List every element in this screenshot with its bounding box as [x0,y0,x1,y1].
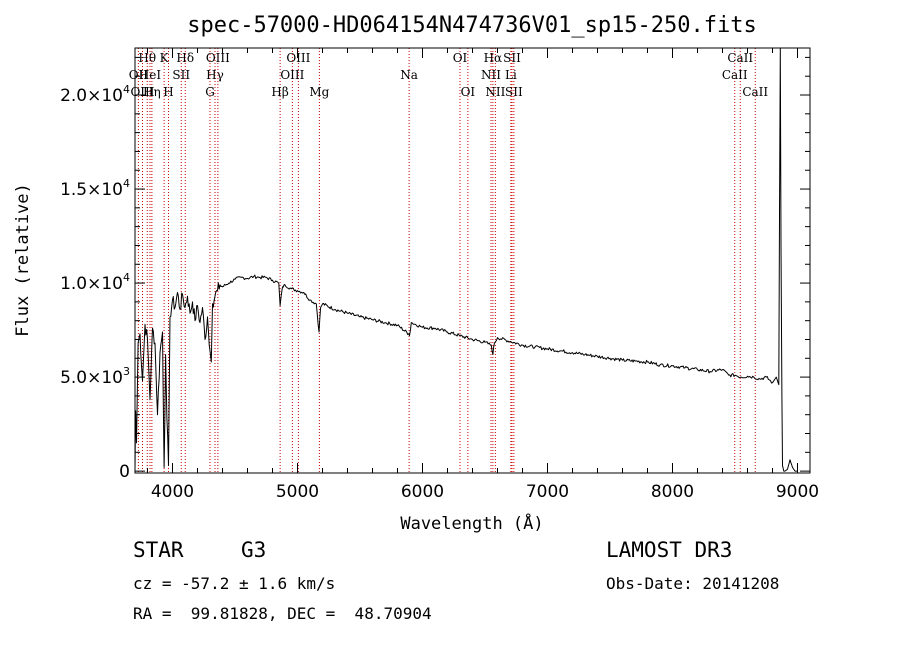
spectral-line-markers [137,48,756,473]
line-label-10: Hγ [206,68,224,82]
y-tick-exponent-4: 4 [123,83,130,96]
y-tick-exponent-3: 4 [123,177,130,190]
chart-title: spec-57000-HD064154N474736V01_sp15-250.f… [187,13,757,38]
line-label-4: Hη [143,85,161,99]
y-tick-label-4: 2.0×104 [60,83,130,106]
x-axis-ticks: 4000 5000 6000 7000 8000 9000 [147,48,819,502]
line-label-24: SII [505,85,523,99]
line-label-22: Li [505,68,517,82]
y-axis-label: Flux (relative) [13,183,33,337]
x-axis-label: Wavelength (Å) [400,512,543,534]
line-label-13: OIII [286,51,310,65]
coordinates: RA = 99.81828, DEC = 48.70904 [133,604,432,623]
line-label-21: NII [481,68,501,82]
y-tick-mantissa-2: 1.0×10 [60,274,123,294]
line-label-14: OIII [280,68,304,82]
observation-date: Obs-Date: 20141208 [606,574,780,593]
object-subclass: G3 [241,538,267,562]
line-label-0: Hθ [138,51,156,65]
x-tick-label-0: 4000 [151,482,194,502]
line-label-26: CaII [722,68,748,82]
plot-series [134,47,798,472]
line-label-17: OI [453,51,468,65]
y-tick-exponent-2: 4 [123,271,130,284]
y-tick-label-1: 5.0×103 [60,365,130,388]
line-label-9: OIII [206,51,230,65]
x-tick-label-5: 9000 [776,482,819,502]
line-label-25: CaII [727,51,753,65]
y-tick-mantissa-4: 2.0×10 [60,86,123,106]
line-label-12: Hβ [271,85,288,99]
line-label-1: OII [129,68,149,82]
line-label-23: NII [485,85,505,99]
line-label-18: OI [461,85,476,99]
x-tick-label-2: 6000 [401,482,444,502]
line-label-2: HeI [139,68,162,82]
spectrum-line-0 [134,47,798,472]
line-label-15: Mg [309,85,329,99]
line-label-16: Na [400,68,418,82]
x-tick-label-1: 5000 [276,482,319,502]
y-tick-mantissa-1: 5.0×10 [60,368,123,388]
line-label-11: G [205,85,215,99]
survey-name: LAMOST DR3 [606,538,733,562]
line-label-27: CaII [742,85,768,99]
line-label-5: K [160,51,170,65]
line-label-20: SII [503,51,521,65]
line-label-7: H [163,85,173,99]
y-tick-label-0: 0 [119,462,130,482]
x-tick-label-3: 7000 [526,482,569,502]
y-tick-label-3: 1.5×104 [60,177,130,200]
plot-frame [134,47,811,474]
y-tick-exponent-1: 3 [123,365,130,378]
object-class: STAR [133,538,184,562]
line-label-6: SII [172,68,190,82]
redshift-velocity: cz = -57.2 ± 1.6 km/s [133,574,336,593]
x-tick-label-4: 8000 [651,482,694,502]
line-label-8: Hδ [176,51,194,65]
y-tick-mantissa-3: 1.5×10 [60,180,123,200]
y-tick-mantissa-0: 0 [119,462,130,482]
line-label-19: Hα [484,51,503,65]
y-tick-label-2: 1.0×104 [60,271,130,294]
